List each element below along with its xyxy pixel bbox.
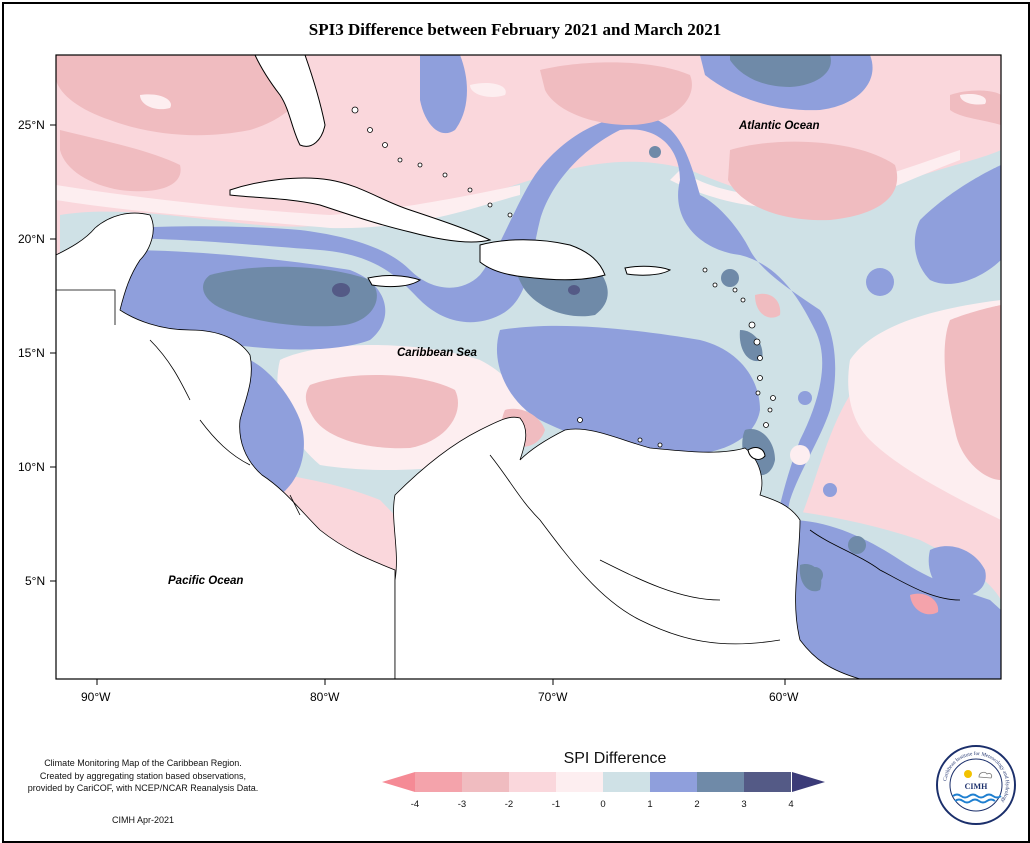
legend-tick: -2 (504, 799, 514, 810)
legend-tick: 1 (647, 799, 653, 810)
cimh-logo: Caribbean Institute for Meteorology and … (936, 745, 1016, 825)
legend-box (462, 772, 509, 792)
x-tick-90w: 90°W (81, 690, 111, 704)
legend-box (509, 772, 556, 792)
legend-tick: 2 (694, 799, 700, 810)
legend-box (556, 772, 603, 792)
legend-boxes (415, 772, 791, 792)
x-tick-60w: 60°W (769, 690, 799, 704)
central-america (56, 212, 396, 679)
legend-colorbar (382, 772, 825, 792)
legend-box (415, 772, 462, 792)
legend-tick: 4 (788, 799, 794, 810)
legend-box (603, 772, 650, 792)
label-atlantic-ocean: Atlantic Ocean (739, 120, 820, 132)
wave-icon (952, 793, 1002, 799)
y-tick-25n: 25°N (18, 118, 45, 132)
jamaica (367, 275, 422, 288)
legend-arrow-high (792, 772, 825, 792)
legend-box (697, 772, 744, 792)
legend-tick: -3 (457, 799, 467, 810)
axis-ticks (50, 124, 786, 685)
credit-line-2: Created by aggregating station based obs… (39, 770, 247, 781)
x-tick-80w: 80°W (310, 690, 340, 704)
credit-line-3: provided by CariCOF, with NCEP/NCAR Rean… (27, 783, 259, 793)
sun-icon (964, 770, 972, 778)
trinidad (747, 447, 766, 460)
wave-icon (954, 798, 996, 804)
legend-box (650, 772, 697, 792)
legend-box (744, 772, 791, 792)
hispaniola (479, 239, 606, 281)
label-caribbean-sea: Caribbean Sea (397, 347, 477, 359)
map-title: SPI3 Difference between February 2021 an… (308, 20, 722, 39)
puerto-rico (624, 265, 672, 276)
legend-title: SPI Difference (563, 750, 667, 767)
cuba (229, 177, 492, 243)
logo-text: CIMH (965, 782, 988, 791)
islands (351, 106, 776, 448)
plot-border (55, 54, 1002, 680)
y-tick-15n: 15°N (18, 346, 45, 360)
y-tick-5n: 5°N (25, 574, 46, 588)
cloud-icon (978, 771, 993, 779)
y-tick-20n: 20°N (18, 232, 45, 246)
legend-tick: 3 (741, 799, 747, 810)
legend-arrow-low (382, 772, 415, 792)
label-pacific-ocean: Pacific Ocean (168, 575, 244, 587)
legend-tick: -4 (410, 799, 420, 810)
credit-text: Climate Monitoring Map of the Caribbean … (18, 757, 268, 795)
florida (254, 55, 326, 147)
legend-tick: -1 (551, 799, 561, 810)
credit-date: CIMH Apr-2021 (111, 815, 175, 825)
borders (56, 289, 961, 645)
x-tick-70w: 70°W (538, 690, 568, 704)
legend-tick: 0 (600, 799, 606, 810)
y-tick-10n: 10°N (18, 460, 45, 474)
credit-line-1: Climate Monitoring Map of the Caribbean … (44, 758, 242, 768)
